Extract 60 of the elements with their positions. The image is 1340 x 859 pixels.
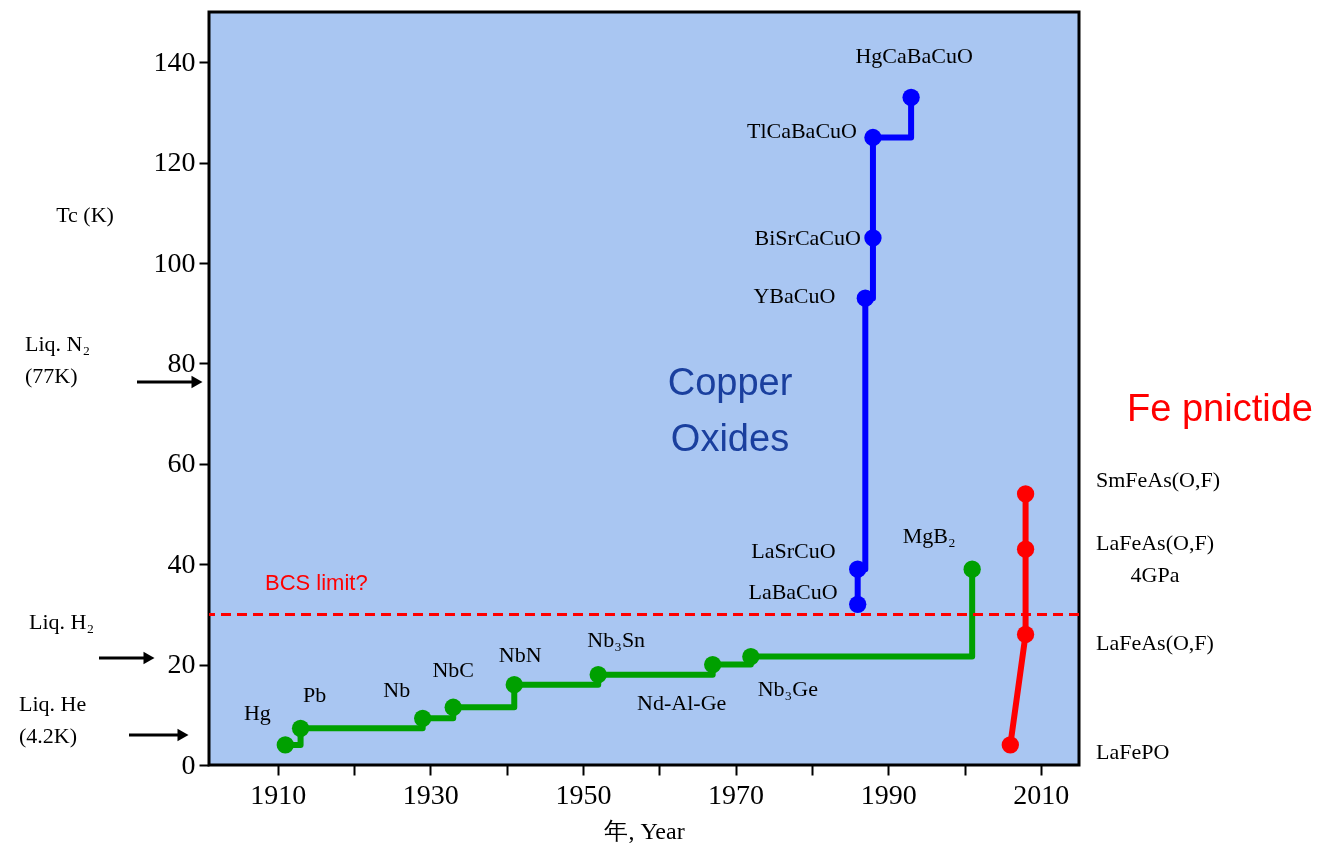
point xyxy=(1016,485,1035,503)
x-tick-label: 1970 xyxy=(708,778,765,810)
x-tick-label: 1990 xyxy=(860,778,917,810)
x-axis-title: 年, Year xyxy=(604,817,685,844)
point xyxy=(864,229,882,247)
annotation: NbN xyxy=(498,641,542,667)
y-axis-title: Tc (K) xyxy=(56,202,114,227)
text: LaFePO xyxy=(1096,739,1170,764)
point xyxy=(1001,736,1019,754)
point xyxy=(742,647,760,666)
annotation: Nb xyxy=(383,677,411,703)
annotation: LaSrCuO xyxy=(751,538,836,564)
point xyxy=(1016,625,1035,644)
text: LaFeAs(O,F) xyxy=(1096,630,1214,655)
point xyxy=(291,719,310,737)
x-tick-label: 1930 xyxy=(402,778,459,810)
point xyxy=(276,736,294,754)
point xyxy=(864,128,882,147)
y-tick-label: 20 xyxy=(167,648,196,680)
point xyxy=(856,289,874,307)
y-tick-label: 40 xyxy=(167,547,196,579)
annotation: NbC xyxy=(432,657,474,683)
point xyxy=(589,666,607,684)
text: Liq. He (4.2K) xyxy=(19,691,87,748)
annotation: HgCaBaCuO xyxy=(855,43,973,69)
annotation: TlCaBaCuO xyxy=(746,117,857,143)
text: Liq. N₂ (77K) xyxy=(25,331,91,388)
annotation: Nd-Al-Ge xyxy=(637,689,727,715)
y-tick-label: 120 xyxy=(153,146,196,178)
text: Liq. H₂ xyxy=(29,609,95,634)
annotation: MgB₂ xyxy=(902,523,956,549)
point xyxy=(505,676,523,694)
annotation: Hg xyxy=(243,699,271,725)
text: LaFeAs(O,F) 4GPa xyxy=(1096,530,1214,587)
point xyxy=(704,655,722,674)
y-tick-label: 80 xyxy=(167,346,196,378)
y-tick-label: 0 xyxy=(181,748,196,780)
annotation: LaBaCuO xyxy=(748,579,838,605)
y-tick-label: 100 xyxy=(153,246,196,278)
y-tick-label: 60 xyxy=(167,447,196,479)
point xyxy=(963,560,981,578)
x-tick-label: 2010 xyxy=(1013,778,1070,810)
x-tick-label: 1910 xyxy=(250,778,307,810)
point xyxy=(1016,540,1035,558)
annotation: Nb₃Ge xyxy=(757,675,818,701)
point xyxy=(902,88,920,106)
annotation: Pb xyxy=(302,682,327,708)
x-tick-label: 1950 xyxy=(555,778,612,810)
series-label: Copper Oxides xyxy=(667,361,793,459)
annotation: YBaCuO xyxy=(753,283,836,309)
ref-line-label: BCS limit? xyxy=(265,570,368,595)
point xyxy=(849,595,867,613)
point xyxy=(444,698,462,716)
annotation: Nb₃Sn xyxy=(587,626,646,652)
y-tick-label: 140 xyxy=(153,45,196,77)
text: SmFeAs(O,F) xyxy=(1096,467,1221,492)
point xyxy=(849,560,867,578)
point xyxy=(414,709,432,727)
text: Fe pnictide xyxy=(1127,387,1313,429)
annotation: BiSrCaCuO xyxy=(754,224,861,250)
